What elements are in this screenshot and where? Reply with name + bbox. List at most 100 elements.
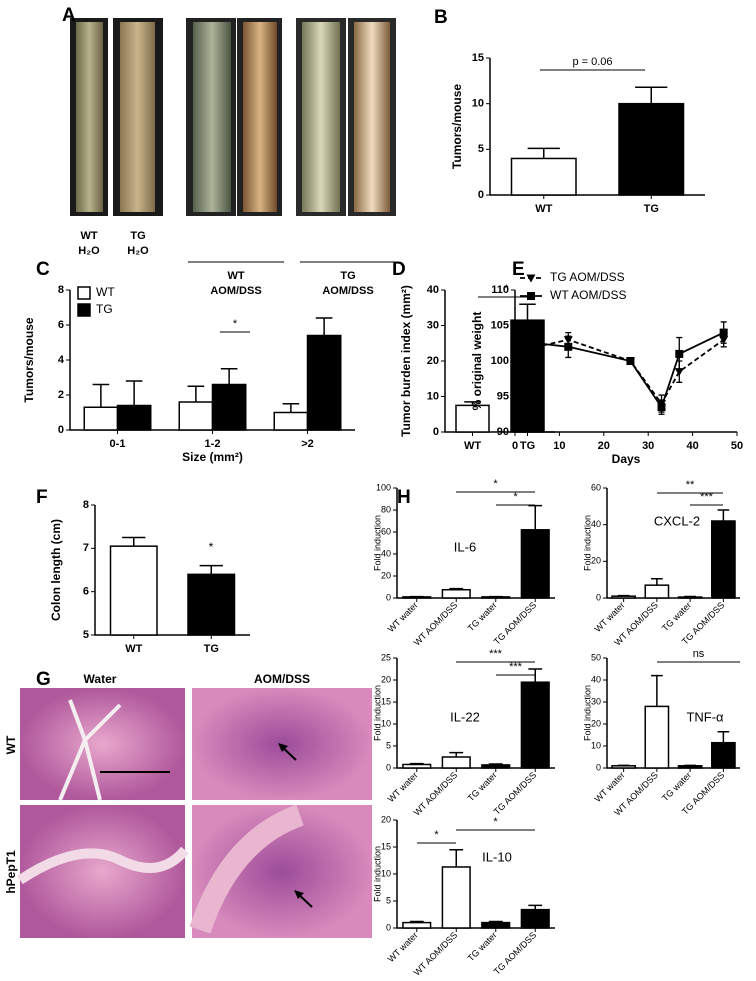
bar: [83, 406, 119, 431]
panel-g-photos: [17, 688, 372, 938]
y-tick-label: 25: [381, 652, 391, 662]
y-tick-label: 5: [83, 629, 89, 641]
error-bar: [409, 762, 424, 765]
bar: [677, 765, 703, 769]
y-tick-label: 10: [427, 390, 439, 402]
y-tick-label: 6: [58, 319, 64, 331]
y-tick-label: 50: [591, 652, 601, 662]
error-bar: [717, 730, 730, 743]
panel-a-photos: [70, 18, 396, 263]
y-tick-label: 100: [491, 355, 509, 367]
error-bar: [409, 920, 424, 923]
x-tick-label: TG water: [660, 770, 693, 803]
annotation: *: [434, 829, 439, 841]
x-tick-label: WT water: [386, 770, 420, 804]
y-tick-label: 15: [381, 841, 391, 851]
series-line: [514, 338, 725, 406]
series-line: [514, 331, 725, 410]
error-bar: [92, 383, 110, 408]
marker: [675, 349, 684, 358]
annotation: *: [504, 283, 509, 295]
bar: [618, 102, 685, 196]
photo-label: WT: [227, 270, 244, 282]
annotation: *: [493, 816, 498, 828]
x-tick-label: WT water: [386, 930, 420, 964]
chart: 0 5 10 15 Tumors/mouse WT TG p = 0.06: [450, 52, 705, 215]
y-tick-label: 5: [478, 143, 484, 155]
bar: [520, 529, 550, 599]
bar: [710, 741, 736, 769]
bar: [481, 921, 511, 929]
error-bar: [449, 587, 464, 590]
chart-title: CXCL-2: [654, 513, 700, 528]
y-axis-label: Colon length (cm): [49, 519, 63, 621]
y-axis-label: Tumors/mouse: [450, 84, 464, 169]
y-axis-label: Fold induction: [582, 515, 592, 571]
photo-label: WT: [80, 230, 97, 242]
x-tick-label: 0-1: [110, 438, 126, 450]
y-axis-label: Tumors/mouse: [22, 317, 36, 402]
bar: [116, 404, 152, 431]
y-tick-label: 110: [491, 284, 509, 296]
axes: [514, 290, 737, 433]
legend-marker: [526, 274, 536, 283]
x-axis-label: Size (mm²): [182, 450, 243, 464]
y-tick-label: 5: [386, 895, 391, 905]
chart: 5 6 7 8 Colon length (cm) WT TG *: [49, 499, 250, 655]
annotation: ***: [700, 491, 714, 503]
y-tick-label: 20: [591, 718, 601, 728]
error-bar: [528, 504, 543, 530]
error-bar: [651, 674, 663, 707]
y-tick-label: 90: [497, 426, 509, 438]
x-tick-label: WT water: [593, 770, 627, 804]
y-tick-label: 10: [381, 868, 391, 878]
legend-label: WT: [96, 285, 115, 299]
y-axis-label: Fold induction: [372, 846, 382, 902]
error-bar: [527, 147, 560, 159]
y-tick-label: 20: [381, 814, 391, 824]
annotation: *: [233, 318, 238, 330]
x-axis-label: Days: [612, 452, 641, 466]
x-tick-label: TG: [644, 203, 659, 215]
y-tick-label: 0: [596, 592, 601, 602]
x-tick-label: 20: [598, 440, 610, 452]
bar: [178, 401, 214, 431]
annotation: *: [209, 540, 214, 554]
x-tick-label: TG water: [660, 600, 693, 633]
bar: [611, 595, 637, 599]
y-tick-label: 2: [58, 389, 64, 401]
annotation: ***: [489, 648, 503, 660]
y-tick-label: 20: [591, 556, 601, 566]
panel-letter: H: [397, 487, 411, 508]
y-tick-label: 80: [381, 504, 391, 514]
error-bar: [220, 368, 238, 385]
panel-letter: A: [62, 5, 76, 26]
legend-swatch: [77, 303, 91, 317]
error-bar: [187, 385, 205, 402]
bar: [510, 319, 545, 433]
bar: [510, 157, 577, 196]
chart-title: IL-10: [482, 849, 512, 864]
y-tick-label: 0: [433, 426, 439, 438]
error-bar: [617, 594, 630, 597]
y-tick-label: 10: [591, 740, 601, 750]
x-tick-label: WT: [125, 643, 142, 655]
y-tick-label: 100: [376, 482, 391, 492]
y-axis-label: % original weight: [470, 312, 484, 411]
y-tick-label: 40: [381, 548, 391, 558]
y-axis-label: Tumor burden index (mm²): [399, 285, 413, 437]
x-tick-label: WT water: [386, 600, 420, 634]
chart-title: TNF-α: [686, 709, 724, 724]
y-tick-label: 4: [58, 354, 65, 366]
bar: [402, 763, 432, 769]
photo-label: TG: [340, 270, 355, 282]
x-tick-label: WT: [535, 203, 552, 215]
chart: 0 2 4 6 8 Tumors/mouse Size (mm²) 0-1 1-2 >2 WT TG *: [22, 284, 355, 464]
legend-swatch: [77, 286, 91, 300]
x-tick-label: 30: [642, 440, 654, 452]
legend-label: TG: [96, 302, 113, 316]
annotation: **: [686, 479, 695, 491]
legend-marker: [527, 292, 535, 300]
legend-label: WT AOM/DSS: [550, 288, 626, 302]
